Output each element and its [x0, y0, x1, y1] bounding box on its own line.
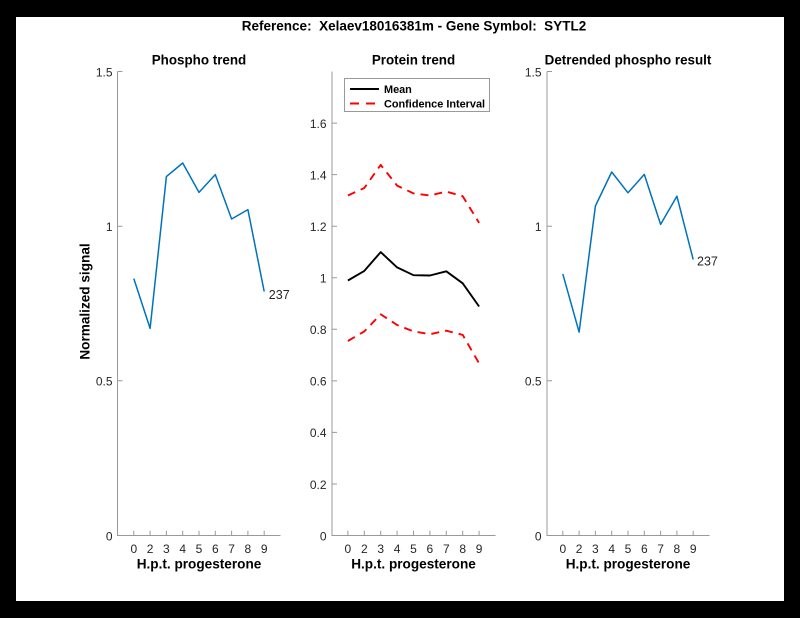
svg-text:5: 5 — [196, 542, 203, 556]
svg-text:6: 6 — [212, 542, 219, 556]
svg-text:8: 8 — [245, 542, 252, 556]
svg-text:5: 5 — [410, 542, 417, 556]
svg-text:9: 9 — [690, 542, 697, 556]
svg-text:7: 7 — [443, 542, 450, 556]
svg-text:9: 9 — [261, 542, 268, 556]
svg-text:0: 0 — [345, 542, 352, 556]
svg-text:0.4: 0.4 — [310, 426, 327, 440]
svg-text:1: 1 — [535, 220, 542, 234]
svg-text:0: 0 — [106, 529, 113, 543]
svg-text:5: 5 — [625, 542, 632, 556]
svg-text:3: 3 — [592, 542, 599, 556]
svg-text:6: 6 — [427, 542, 434, 556]
svg-text:0.8: 0.8 — [310, 323, 327, 337]
svg-text:3: 3 — [377, 542, 384, 556]
svg-text:7: 7 — [657, 542, 664, 556]
svg-text:6: 6 — [641, 542, 648, 556]
svg-text:1.5: 1.5 — [96, 65, 113, 79]
svg-text:H.p.t. progesterone: H.p.t. progesterone — [566, 557, 691, 572]
svg-text:8: 8 — [674, 542, 681, 556]
svg-text:H.p.t. progesterone: H.p.t. progesterone — [137, 557, 262, 572]
svg-text:2: 2 — [576, 542, 583, 556]
svg-text:9: 9 — [476, 542, 483, 556]
svg-text:1.5: 1.5 — [525, 65, 542, 79]
svg-text:0: 0 — [130, 542, 137, 556]
svg-text:237: 237 — [697, 255, 718, 269]
svg-text:Phospho trend: Phospho trend — [152, 53, 246, 68]
svg-text:0: 0 — [535, 529, 542, 543]
svg-text:0: 0 — [320, 529, 327, 543]
svg-text:2: 2 — [361, 542, 368, 556]
svg-text:4: 4 — [394, 542, 401, 556]
svg-text:7: 7 — [228, 542, 235, 556]
svg-text:Detrended phospho result: Detrended phospho result — [545, 53, 712, 68]
svg-text:Normalized signal: Normalized signal — [78, 243, 93, 359]
svg-text:1.6: 1.6 — [310, 117, 327, 131]
svg-text:Confidence Interval: Confidence Interval — [384, 99, 485, 111]
svg-text:1.4: 1.4 — [310, 168, 327, 182]
svg-text:Mean: Mean — [384, 84, 412, 96]
svg-text:2: 2 — [147, 542, 154, 556]
svg-text:H.p.t. progesterone: H.p.t. progesterone — [351, 557, 476, 572]
svg-text:4: 4 — [608, 542, 615, 556]
svg-text:8: 8 — [459, 542, 466, 556]
svg-text:1: 1 — [320, 272, 327, 286]
svg-text:237: 237 — [269, 288, 290, 302]
svg-text:3: 3 — [163, 542, 170, 556]
svg-text:1: 1 — [106, 220, 113, 234]
svg-text:4: 4 — [179, 542, 186, 556]
svg-text:Protein trend: Protein trend — [372, 53, 455, 68]
svg-text:Reference: Xelaev18016381m -: Reference: Xelaev18016381m - Gene Symbol… — [242, 19, 586, 34]
svg-text:0.2: 0.2 — [310, 478, 327, 492]
svg-text:1.2: 1.2 — [310, 220, 327, 234]
svg-text:0.5: 0.5 — [525, 375, 542, 389]
svg-text:0: 0 — [559, 542, 566, 556]
svg-text:0.6: 0.6 — [310, 375, 327, 389]
svg-text:0.5: 0.5 — [96, 375, 113, 389]
